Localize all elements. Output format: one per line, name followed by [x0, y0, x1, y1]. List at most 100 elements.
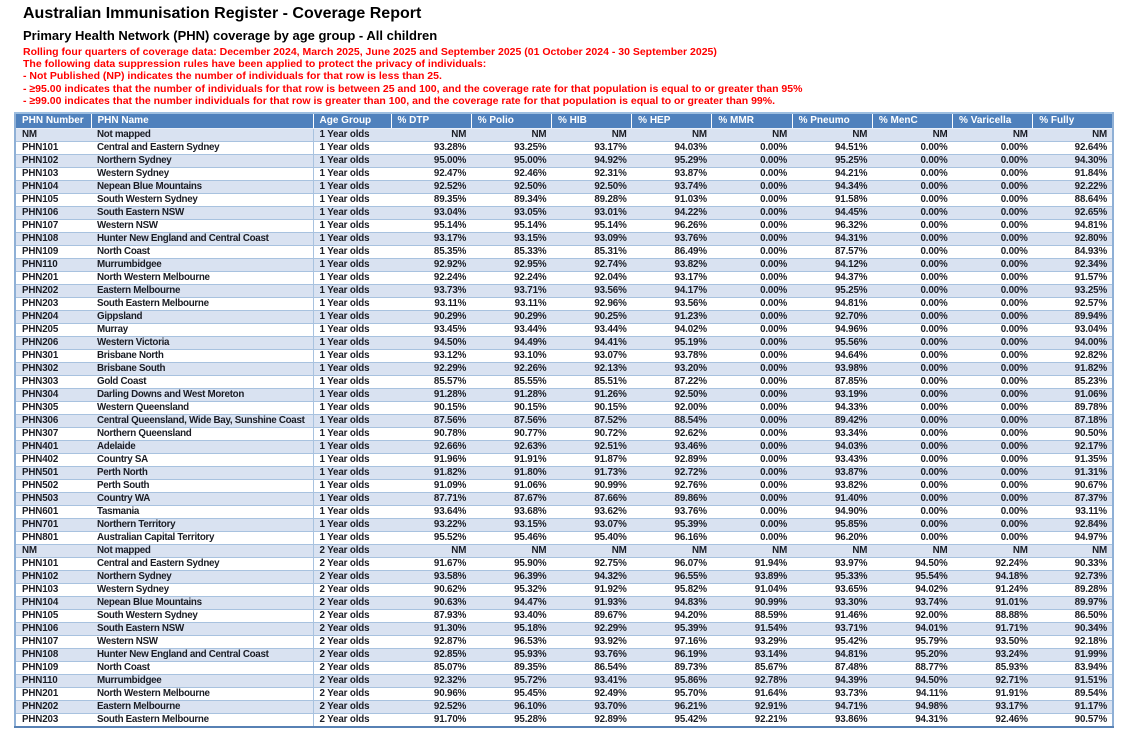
table-row: PHN203 South Eastern Melbourne 2 Year olds…	[15, 713, 1113, 728]
cell-dtp: 93.28%	[391, 141, 472, 155]
cell-hib: NM	[551, 544, 632, 558]
cell-fully: 92.57%	[1032, 297, 1113, 311]
cell-fully: 92.34%	[1032, 258, 1113, 272]
cell-phn-name: South Eastern NSW	[91, 206, 313, 220]
cell-polio: 95.72%	[471, 674, 552, 688]
cell-dtp: 90.63%	[391, 596, 472, 610]
cell-varicella: 0.00%	[952, 492, 1033, 506]
table-row: PHN206 Western Victoria 1 Year olds 94.50% 9…	[15, 336, 1113, 350]
cell-age-group: 1 Year olds	[312, 245, 391, 259]
cell-age-group: 1 Year olds	[312, 388, 391, 402]
cell-pneumo: 94.39%	[792, 674, 873, 688]
cell-menc: 0.00%	[872, 271, 953, 285]
cell-dtp: 85.07%	[391, 661, 472, 675]
cell-varicella: 0.00%	[952, 193, 1033, 207]
cell-mmr: 0.00%	[711, 505, 793, 519]
cell-hib: 93.09%	[551, 232, 632, 246]
cell-hep: 88.54%	[631, 414, 712, 428]
coverage-table: PHN Number PHN Name Age Group% DTP% Polio%…	[14, 112, 1114, 728]
cell-phn-name: Western Victoria	[91, 336, 313, 350]
cell-hib: 85.51%	[551, 375, 632, 389]
header-row: PHN Number PHN Name Age Group% DTP% Polio%…	[15, 113, 1113, 129]
table-row: PHN301 Brisbane North 1 Year olds 93.12% 93.…	[15, 349, 1113, 363]
cell-mmr: 0.00%	[711, 414, 793, 428]
cell-menc: 0.00%	[872, 375, 953, 389]
cell-phn-name: Northern Queensland	[91, 427, 313, 441]
cell-fully: 91.84%	[1032, 167, 1113, 181]
cell-hib: 87.52%	[551, 414, 632, 428]
cell-phn-number: PHN108	[15, 648, 91, 662]
cell-polio: 91.91%	[471, 453, 552, 467]
cell-varicella: NM	[952, 544, 1033, 558]
cell-varicella: 0.00%	[952, 245, 1033, 259]
cell-phn-name: Western NSW	[91, 219, 313, 233]
cell-polio: 90.15%	[471, 401, 552, 415]
cell-pneumo: 93.73%	[792, 687, 873, 701]
cell-polio: 85.33%	[471, 245, 552, 259]
cell-varicella: 91.91%	[952, 687, 1033, 701]
cell-mmr: 0.00%	[711, 349, 793, 363]
cell-polio: 92.46%	[471, 167, 552, 181]
cell-age-group: 2 Year olds	[312, 713, 391, 728]
cell-menc: 0.00%	[872, 258, 953, 272]
table-row: PHN302 Brisbane South 1 Year olds 92.29% 92.…	[15, 362, 1113, 376]
cell-polio: 95.14%	[471, 219, 552, 233]
cell-age-group: 1 Year olds	[312, 336, 391, 350]
suppression-notes: Rolling four quarters of coverage data: …	[23, 46, 802, 107]
cell-dtp: 92.29%	[391, 362, 472, 376]
cell-phn-name: Northern Sydney	[91, 154, 313, 168]
cell-hib: 91.26%	[551, 388, 632, 402]
cell-pneumo: 93.86%	[792, 713, 873, 728]
cell-age-group: 1 Year olds	[312, 232, 391, 246]
cell-fully: 94.30%	[1032, 154, 1113, 168]
cell-polio: 95.18%	[471, 622, 552, 636]
cell-pneumo: NM	[792, 128, 873, 142]
cell-phn-number: PHN205	[15, 323, 91, 337]
cell-varicella: 0.00%	[952, 232, 1033, 246]
cell-phn-name: Hunter New England and Central Coast	[91, 648, 313, 662]
cell-dtp: 92.32%	[391, 674, 472, 688]
cell-polio: 90.77%	[471, 427, 552, 441]
cell-phn-name: South Eastern Melbourne	[91, 297, 313, 311]
note-line: - Not Published (NP) indicates the numbe…	[23, 70, 442, 83]
cell-menc: 93.74%	[872, 596, 953, 610]
cell-age-group: 1 Year olds	[312, 206, 391, 220]
cell-menc: 95.54%	[872, 570, 953, 584]
table-row: PHN103 Western Sydney 1 Year olds 92.47% 92.…	[15, 167, 1113, 181]
cell-polio: 89.34%	[471, 193, 552, 207]
cell-phn-number: PHN101	[15, 557, 91, 571]
cell-age-group: 1 Year olds	[312, 284, 391, 298]
cell-age-group: 1 Year olds	[312, 440, 391, 454]
cell-fully: 91.17%	[1032, 700, 1113, 714]
cell-age-group: 1 Year olds	[312, 453, 391, 467]
cell-varicella: 0.00%	[952, 453, 1033, 467]
cell-phn-name: Central and Eastern Sydney	[91, 557, 313, 571]
cell-mmr: 93.89%	[711, 570, 793, 584]
cell-hib: 89.67%	[551, 609, 632, 623]
cell-menc: 95.20%	[872, 648, 953, 662]
cell-polio: 92.24%	[471, 271, 552, 285]
cell-menc: 0.00%	[872, 362, 953, 376]
table-row: PHN101 Central and Eastern Sydney 1 Year o…	[15, 141, 1113, 155]
cell-menc: 0.00%	[872, 518, 953, 532]
cell-polio: 91.06%	[471, 479, 552, 493]
cell-varicella: 92.24%	[952, 557, 1033, 571]
cell-dtp: 93.04%	[391, 206, 472, 220]
cell-hib: 93.92%	[551, 635, 632, 649]
cell-hib: 91.92%	[551, 583, 632, 597]
table-row: PHN304 Darling Downs and West Moreton 1 Ye…	[15, 388, 1113, 402]
cell-fully: 93.25%	[1032, 284, 1113, 298]
cell-phn-number: PHN402	[15, 453, 91, 467]
table-row: PHN203 South Eastern Melbourne 1 Year olds…	[15, 297, 1113, 311]
cell-polio: 92.50%	[471, 180, 552, 194]
cell-phn-number: PHN501	[15, 466, 91, 480]
cell-age-group: 1 Year olds	[312, 323, 391, 337]
cell-polio: 96.10%	[471, 700, 552, 714]
cell-menc: 0.00%	[872, 310, 953, 324]
cell-dtp: 90.96%	[391, 687, 472, 701]
cell-varicella: 93.24%	[952, 648, 1033, 662]
cell-age-group: 1 Year olds	[312, 180, 391, 194]
table-row: PHN107 Western NSW 1 Year olds 95.14% 95.14%…	[15, 219, 1113, 233]
column-header-phn-name: PHN Name	[90, 113, 313, 129]
cell-phn-number: PHN203	[15, 297, 91, 311]
